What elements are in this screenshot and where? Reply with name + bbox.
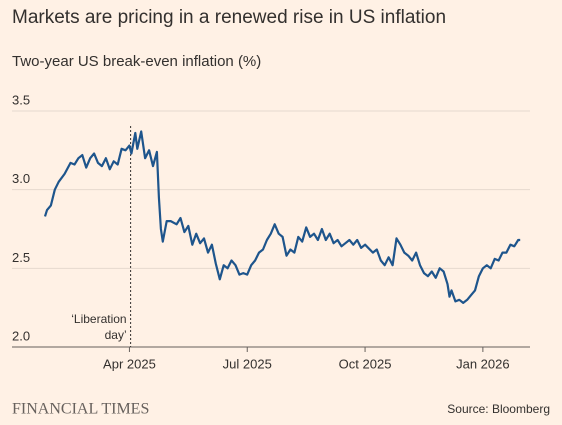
annotation-text: day’	[105, 328, 127, 342]
brand: FINANCIAL TIMES	[12, 401, 149, 418]
y-tick-label: 3.0	[12, 171, 30, 186]
y-tick-label: 2.5	[12, 250, 30, 265]
chart-subtitle: Two-year US break-even inflation (%)	[12, 53, 261, 70]
x-tick-label: Apr 2025	[103, 356, 156, 371]
x-tick-label: Jan 2026	[456, 356, 510, 371]
chart-title: Markets are pricing in a renewed rise in…	[12, 7, 446, 28]
annotation-text: ‘Liberation	[71, 312, 126, 326]
source: Source: Bloomberg	[447, 402, 550, 416]
y-tick-label: 3.5	[12, 92, 30, 107]
x-tick-label: Oct 2025	[339, 356, 392, 371]
y-tick-label: 2.0	[12, 328, 30, 343]
x-tick-label: Jul 2025	[223, 356, 272, 371]
series-line	[43, 130, 521, 304]
